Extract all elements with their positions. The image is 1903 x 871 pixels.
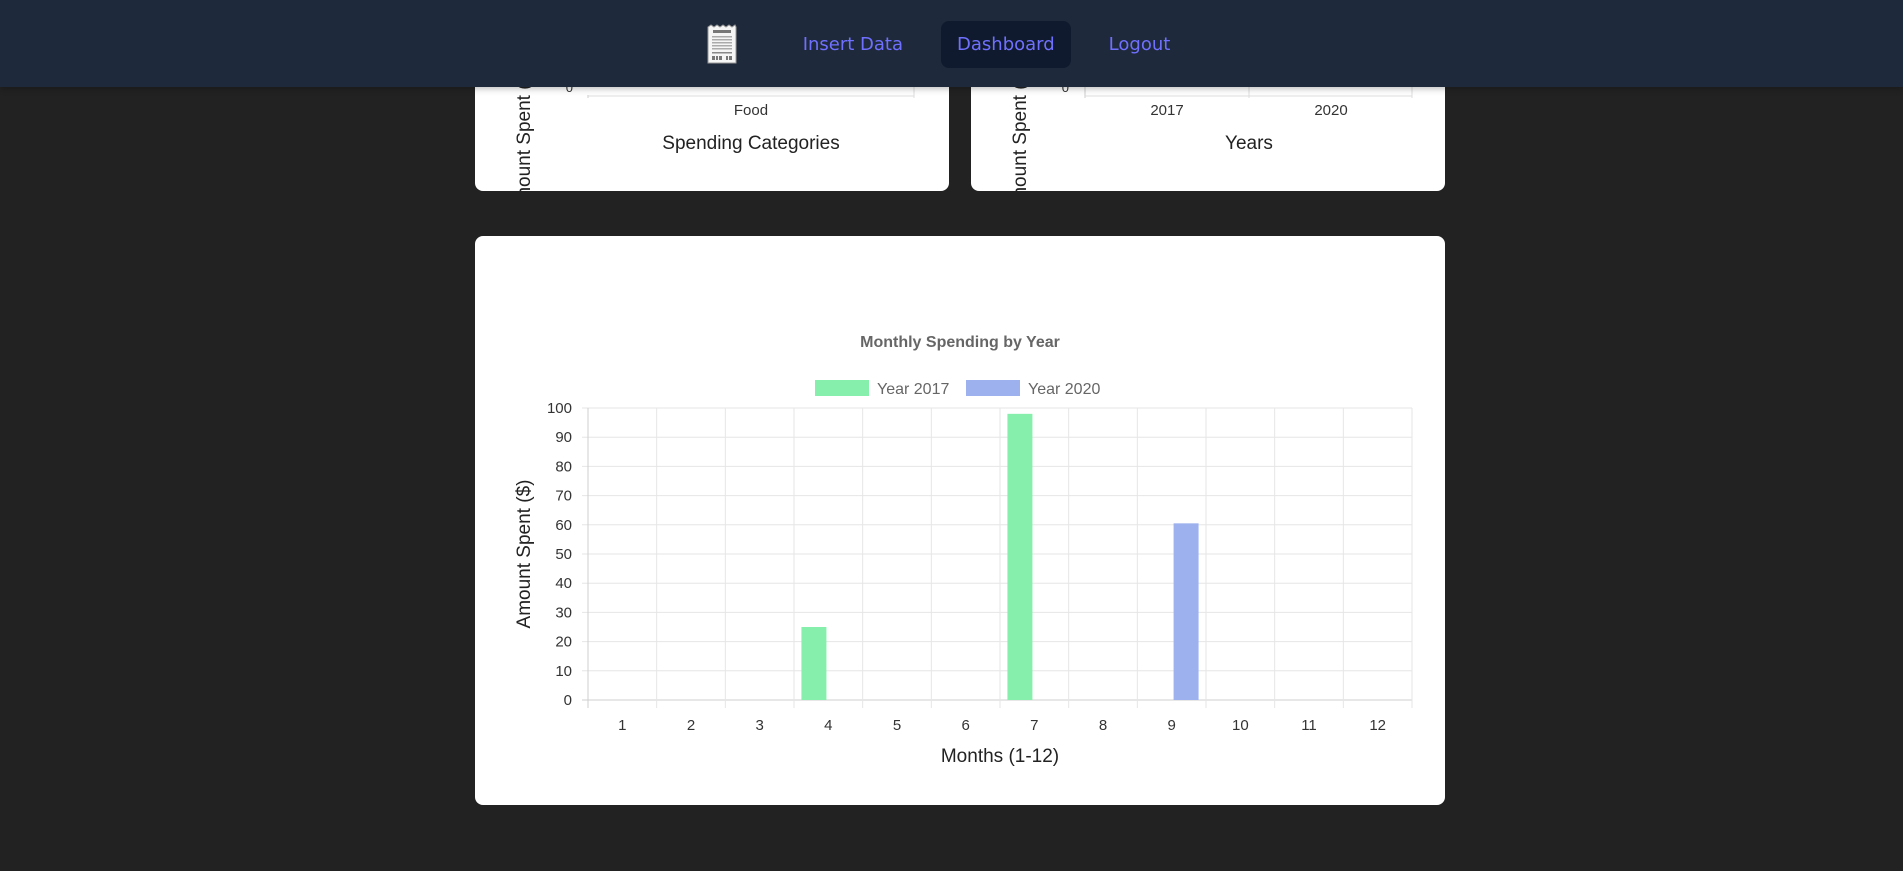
category-chart-axes: [587, 85, 915, 98]
y-tick-label: 10: [555, 663, 572, 680]
category-chart-xlabel: Spending Categories: [662, 133, 839, 154]
monthly-chart-card: Monthly Spending by Year Year 2017 Year 2…: [475, 236, 1445, 805]
bar-year-2020-month-9[interactable]: [1173, 523, 1199, 700]
yearly-chart: 0 2017 2020 Years Amount Spent ($): [1010, 67, 1413, 191]
nav-links: Insert Data Dashboard Logout: [0, 19, 1903, 69]
legend-swatch[interactable]: [815, 380, 869, 396]
y-tick-label: 20: [555, 634, 572, 651]
legend-label[interactable]: Year 2020: [1028, 381, 1100, 398]
nav-link-logout[interactable]: Logout: [1108, 33, 1171, 55]
x-tick-label: 11: [1301, 717, 1317, 734]
receipt-icon[interactable]: [706, 24, 738, 64]
yearly-chart-ylabel: Amount Spent ($): [1010, 67, 1031, 191]
x-tick-label: 2: [687, 717, 695, 734]
monthly-chart-title: Monthly Spending by Year: [860, 334, 1060, 351]
x-tick-label: 5: [893, 717, 901, 734]
monthly-chart: Monthly Spending by Year Year 2017 Year 2…: [514, 334, 1413, 767]
legend-label[interactable]: Year 2017: [877, 381, 949, 398]
category-chart-ytick-0: 0: [566, 80, 573, 95]
bar-year-2017-month-7[interactable]: [1007, 413, 1033, 700]
nav-link-dashboard[interactable]: Dashboard: [941, 20, 1071, 68]
monthly-chart-x-ticks: 1 2 3 4 5 6 7 8 9 10 11 12: [618, 717, 1386, 734]
legend-swatch[interactable]: [966, 380, 1020, 396]
y-tick-label: 0: [564, 692, 572, 709]
x-tick-label: 8: [1099, 717, 1107, 734]
top-navbar: Insert Data Dashboard Logout: [0, 0, 1903, 87]
nav-link-insert-data[interactable]: Insert Data: [802, 33, 904, 55]
monthly-chart-y-ticks: 0 10 20 30 40 50 60 70 80 90 100: [547, 400, 572, 709]
x-tick-label: 10: [1232, 717, 1249, 734]
y-tick-label: 100: [547, 400, 572, 417]
yearly-chart-ytick-0: 0: [1062, 80, 1069, 95]
y-tick-label: 70: [555, 488, 572, 505]
monthly-chart-xlabel: Months (1-12): [941, 746, 1059, 767]
y-tick-label: 40: [555, 575, 572, 592]
monthly-chart-grid: [582, 407, 1413, 708]
yearly-chart-xtick-2017: 2017: [1150, 102, 1183, 119]
x-tick-label: 12: [1369, 717, 1386, 734]
x-tick-label: 7: [1030, 717, 1038, 734]
category-chart-xtick: Food: [734, 102, 768, 119]
yearly-chart-xtick-2020: 2020: [1314, 102, 1347, 119]
category-chart-ylabel: Amount Spent ($): [514, 67, 535, 191]
y-tick-label: 90: [555, 429, 572, 446]
monthly-chart-ylabel: Amount Spent ($): [514, 480, 535, 629]
x-tick-label: 6: [961, 717, 969, 734]
x-tick-label: 1: [618, 717, 626, 734]
bar-year-2017-month-4[interactable]: [801, 627, 827, 700]
y-tick-label: 50: [555, 546, 572, 563]
monthly-chart-bars: [801, 413, 1199, 700]
y-tick-label: 80: [555, 458, 572, 475]
x-tick-label: 9: [1167, 717, 1175, 734]
x-tick-label: 4: [824, 717, 832, 734]
x-tick-label: 3: [755, 717, 763, 734]
y-tick-label: 60: [555, 517, 572, 534]
yearly-chart-axes: [1084, 85, 1413, 98]
y-tick-label: 30: [555, 604, 572, 621]
monthly-chart-legend: Year 2017 Year 2020: [815, 380, 1100, 398]
yearly-chart-xlabel: Years: [1225, 133, 1273, 154]
category-chart: 0 Food Spending Categories Amount Spent …: [514, 67, 915, 191]
